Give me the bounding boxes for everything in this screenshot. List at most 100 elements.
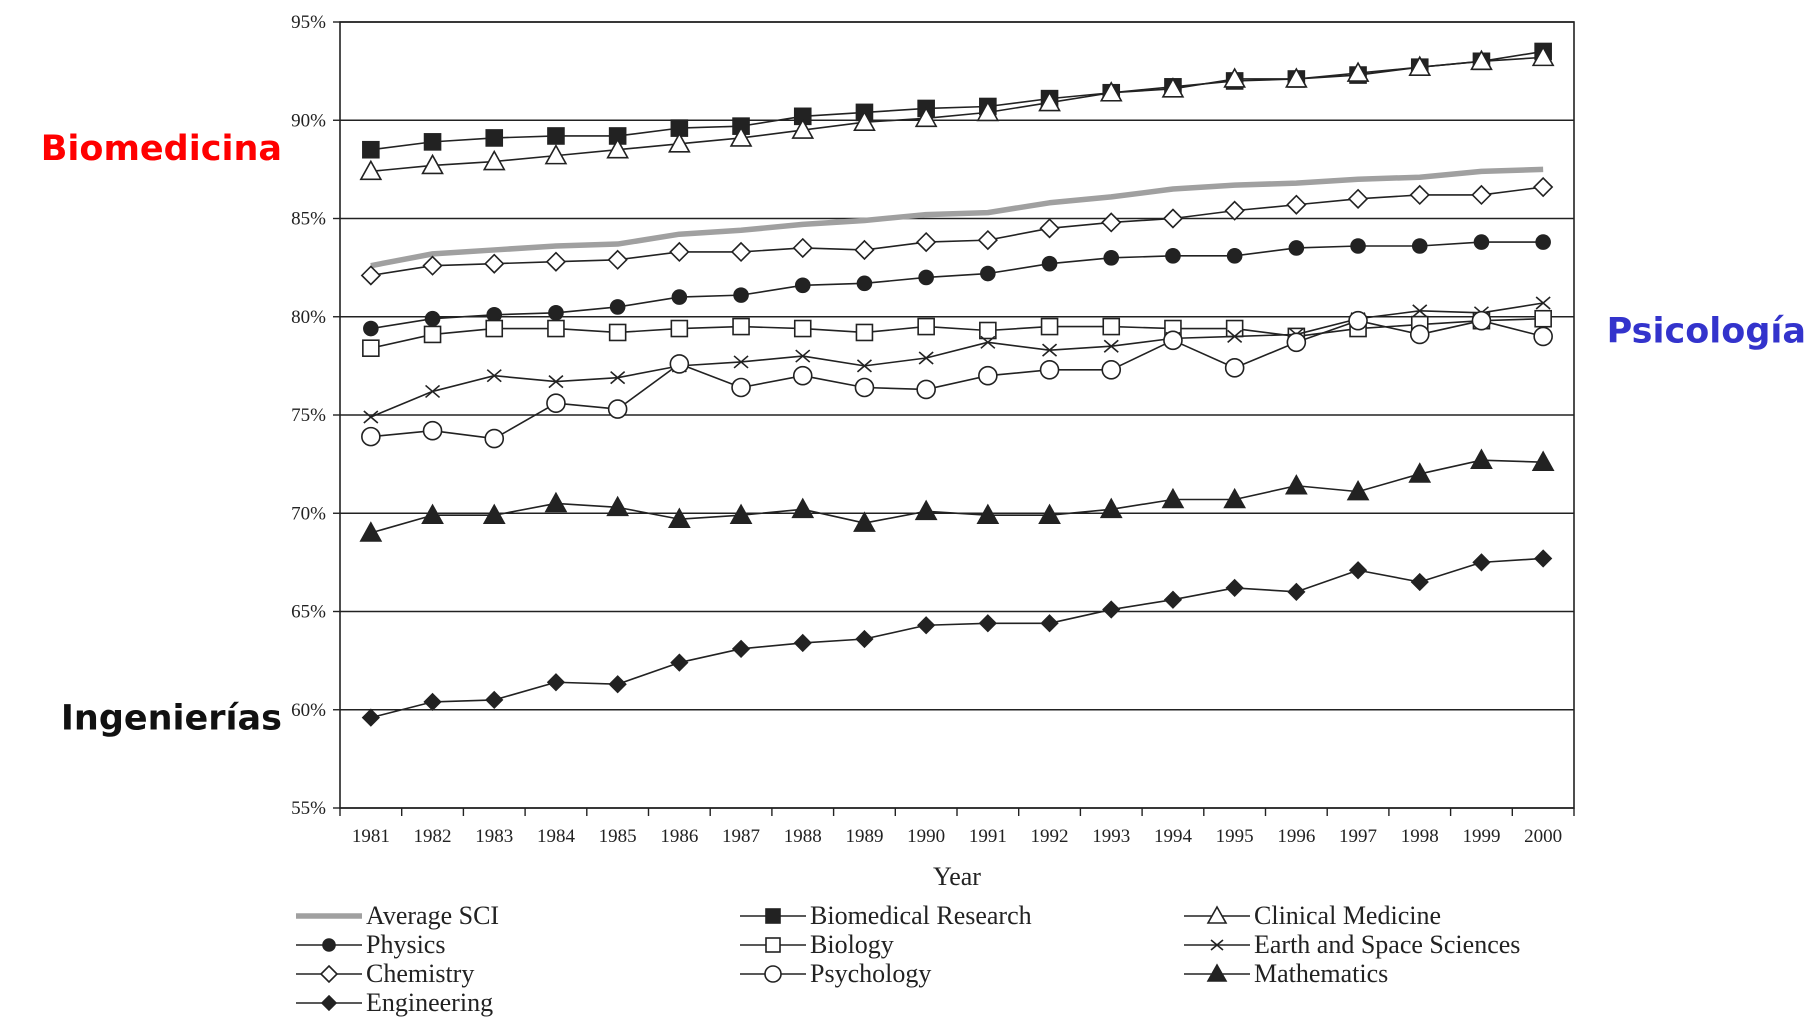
x-stroke	[795, 349, 811, 363]
legend-item-chemistry: Chemistry	[296, 959, 474, 988]
x-tick-label: 1989	[845, 826, 883, 847]
legend-label: Psychology	[810, 959, 931, 988]
data-point-chemistry	[1162, 208, 1184, 229]
data-point-mathematics	[1038, 503, 1061, 525]
legend: Average SCI Biomedical Research Clinical M…	[296, 901, 1520, 1017]
data-point-physics	[1535, 234, 1551, 250]
annotation-psicologia: Psicología	[1607, 312, 1806, 352]
data-point-mathematics	[1284, 474, 1308, 495]
series-line-chemistry	[370, 186, 1544, 277]
series-layer	[359, 42, 1555, 727]
x-stroke	[425, 384, 441, 399]
series-line-average-sci	[370, 166, 1544, 269]
y-tick-label: 75%	[291, 405, 326, 426]
data-point-physics	[1288, 240, 1305, 256]
x-stroke	[1210, 939, 1224, 951]
data-point-engineering	[361, 708, 380, 727]
data-point-psychology	[669, 354, 690, 374]
x-axis-title: Year	[933, 862, 981, 891]
data-point-psychology	[1039, 360, 1060, 380]
series-average-sci	[370, 166, 1544, 269]
data-point-engineering	[917, 616, 936, 635]
data-point-biomedical-research	[485, 129, 504, 147]
data-point-biology	[362, 339, 380, 357]
series-line-biomedical-research	[370, 50, 1544, 151]
y-tick-label: 70%	[291, 503, 326, 524]
data-point-engineering	[1410, 572, 1429, 592]
data-point-physics	[1103, 249, 1120, 266]
x-stroke	[733, 355, 749, 369]
data-point-earth-and-space-sciences	[1412, 304, 1428, 318]
data-point-clinical-medicine	[606, 138, 630, 159]
legend-swatch-marker	[320, 994, 338, 1012]
data-point-engineering	[793, 633, 812, 653]
data-point-psychology	[484, 428, 505, 449]
data-point-clinical-medicine	[976, 100, 1000, 122]
data-point-psychology	[1533, 326, 1553, 347]
x-tick-label: 1985	[599, 826, 637, 847]
legend-item-biology: Biology	[740, 930, 894, 959]
data-point-mathematics	[1223, 487, 1247, 509]
y-tick-label: 90%	[291, 110, 326, 131]
data-point-chemistry	[360, 265, 381, 286]
data-point-physics	[794, 277, 811, 294]
data-point-mathematics	[1161, 487, 1185, 509]
x-stroke	[610, 371, 626, 385]
series-chemistry	[360, 176, 1554, 286]
data-point-chemistry	[669, 241, 690, 263]
data-point-chemistry	[854, 239, 875, 261]
data-point-engineering	[546, 673, 566, 692]
data-point-biology	[732, 317, 750, 336]
data-point-biology	[979, 321, 997, 340]
x-tick-label: 1995	[1216, 826, 1254, 847]
legend-swatch-marker	[1206, 905, 1228, 924]
series-mathematics	[359, 448, 1555, 542]
data-point-psychology	[1348, 310, 1368, 331]
legend-item-biomedical-research: Biomedical Research	[740, 901, 1032, 930]
data-point-clinical-medicine	[1531, 45, 1555, 67]
data-point-engineering	[1102, 600, 1121, 619]
data-point-chemistry	[1347, 188, 1369, 209]
x-stroke	[363, 410, 379, 424]
legend-swatch-marker	[322, 938, 336, 952]
data-point-engineering	[1163, 590, 1183, 609]
data-point-earth-and-space-sciences	[1535, 296, 1551, 310]
data-point-physics	[918, 269, 934, 286]
legend-item-psychology: Psychology	[740, 959, 931, 988]
data-point-clinical-medicine	[1346, 61, 1370, 82]
data-point-mathematics	[667, 507, 691, 528]
data-point-clinical-medicine	[914, 106, 938, 128]
x-tick-label: 1983	[475, 826, 513, 847]
data-point-biomedical-research	[423, 133, 442, 151]
data-point-biology	[793, 319, 812, 338]
data-point-physics	[733, 287, 749, 303]
data-point-psychology	[607, 399, 628, 419]
data-point-psychology	[1224, 358, 1245, 378]
data-point-psychology	[1163, 330, 1183, 351]
series-engineering	[361, 549, 1553, 727]
legend-label: Physics	[366, 930, 445, 959]
data-point-psychology	[361, 426, 381, 447]
data-point-physics	[1041, 255, 1058, 272]
data-point-clinical-medicine	[1099, 81, 1123, 102]
data-point-psychology	[978, 365, 998, 386]
data-point-engineering	[608, 675, 627, 694]
x-tick-label: 1987	[722, 826, 760, 847]
series-physics	[363, 234, 1551, 337]
data-point-biomedical-research	[547, 127, 565, 145]
data-point-physics	[609, 299, 626, 315]
data-point-biology	[1102, 317, 1121, 336]
data-point-physics	[671, 289, 688, 305]
data-point-mathematics	[1470, 448, 1493, 469]
annotations: Biomedicina Psicología Ingenierías	[41, 129, 1806, 739]
y-tick-label: 55%	[291, 798, 326, 819]
x-axis: 1981 1982 1983 1984 1985 1986 1987 1988 1989 1990…	[339, 808, 1575, 847]
series-line-mathematics	[370, 459, 1544, 534]
x-stroke	[548, 374, 564, 389]
legend-swatch-marker	[1210, 939, 1224, 951]
data-point-engineering	[1040, 614, 1059, 633]
data-point-mathematics	[914, 499, 938, 521]
data-point-mathematics	[421, 503, 444, 525]
x-stroke	[1103, 339, 1119, 353]
